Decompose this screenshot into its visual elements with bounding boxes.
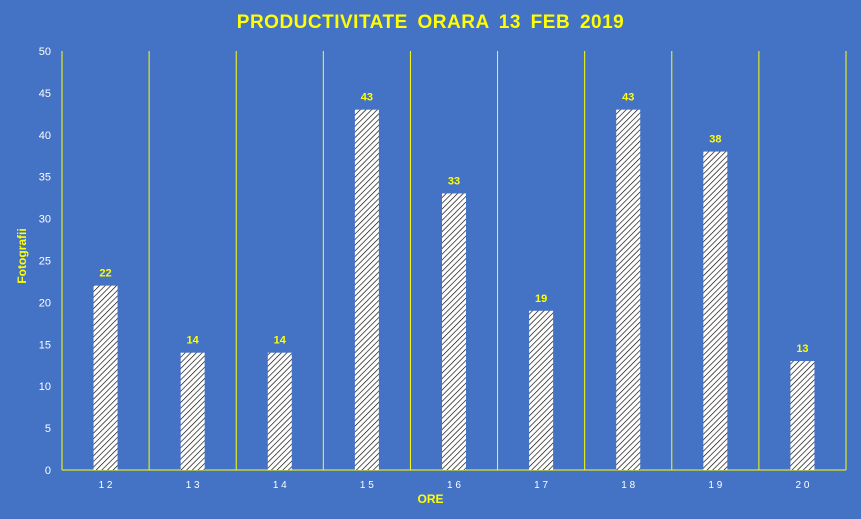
y-tick-label: 5 [45, 423, 51, 435]
data-label: 19 [535, 293, 547, 305]
data-label: 13 [796, 343, 808, 355]
data-label: 33 [448, 175, 460, 187]
data-label: 14 [274, 335, 287, 347]
y-tick-label: 50 [39, 46, 51, 58]
bar [267, 352, 292, 470]
y-axis-label: Fotografii [15, 228, 29, 284]
x-tick-label: 1 6 [447, 480, 461, 491]
x-axis-label: ORE [417, 492, 444, 506]
y-tick-label: 40 [39, 130, 51, 142]
y-tick-label: 20 [39, 297, 51, 309]
chart-title: PRODUCTIVITATE ORARA 13 FEB 2019 [236, 12, 625, 33]
bar [703, 151, 728, 470]
y-tick-label: 45 [39, 88, 51, 100]
bar [93, 285, 118, 470]
data-label: 43 [361, 92, 373, 104]
bar [529, 310, 554, 470]
bar [442, 193, 466, 470]
x-tick-label: 2 0 [795, 480, 809, 491]
x-tick-label: 1 9 [708, 480, 722, 491]
data-label: 38 [709, 134, 721, 146]
x-tick-label: 1 7 [534, 480, 548, 491]
y-tick-label: 0 [45, 465, 51, 477]
bar [790, 361, 815, 470]
data-label: 14 [187, 335, 200, 347]
x-tick-label: 1 3 [186, 480, 200, 491]
x-tick-label: 1 2 [99, 480, 113, 491]
y-tick-label: 35 [39, 172, 51, 184]
y-tick-label: 15 [39, 339, 51, 351]
bar [616, 109, 641, 470]
bar [180, 352, 205, 470]
data-label: 22 [99, 268, 111, 280]
y-tick-label: 30 [39, 214, 51, 226]
x-tick-label: 1 8 [621, 480, 635, 491]
x-tick-label: 1 5 [360, 480, 374, 491]
y-tick-label: 10 [39, 381, 51, 393]
data-label: 43 [622, 92, 634, 104]
y-tick-label: 25 [39, 256, 51, 268]
bar [354, 109, 379, 470]
x-tick-label: 1 4 [273, 480, 287, 491]
